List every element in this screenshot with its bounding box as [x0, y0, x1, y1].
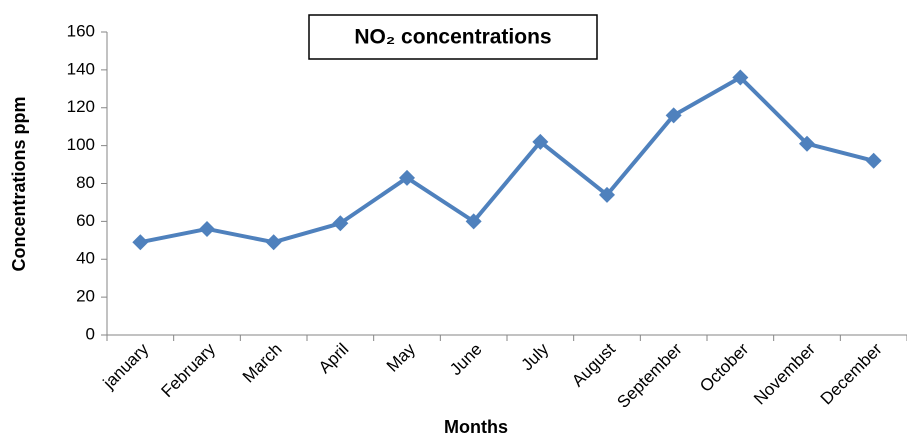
marker	[332, 215, 349, 232]
y-tick-label: 20	[76, 287, 95, 306]
marker	[199, 220, 215, 237]
marker	[599, 186, 615, 203]
marker	[532, 133, 549, 150]
chart-title: NO₂ concentrations	[354, 26, 551, 49]
x-tick-label: january	[99, 339, 153, 393]
series-line	[139, 75, 875, 245]
x-tick-label: March	[239, 340, 286, 387]
title-box	[308, 14, 598, 60]
y-tick-label: 80	[76, 173, 95, 192]
y-tick-label: 40	[76, 249, 95, 268]
x-tick-label: July	[518, 339, 553, 374]
x-tick-label: May	[383, 339, 419, 375]
marker	[265, 234, 282, 251]
x-tick-label: August	[568, 339, 619, 390]
x-axis-label: Months	[444, 417, 508, 437]
marker	[799, 135, 815, 152]
marker	[132, 234, 149, 251]
y-tick-label: 0	[86, 324, 95, 343]
marker	[665, 107, 682, 124]
marker	[465, 213, 482, 230]
y-tick-label: 100	[67, 135, 95, 154]
x-tick-label: September	[613, 339, 685, 411]
marker	[865, 152, 882, 169]
y-tick-label: 120	[67, 97, 95, 116]
marker	[732, 69, 749, 86]
x-tick-label: October	[696, 339, 752, 395]
y-tick-label: 60	[76, 211, 95, 230]
x-tick-label: December	[817, 339, 886, 408]
x-tick-label: November	[750, 339, 819, 408]
x-tick-label: February	[157, 339, 219, 401]
y-axis-label: Concentrations ppm	[9, 96, 29, 271]
y-tick-label: 140	[67, 59, 95, 78]
x-tick-label: June	[446, 340, 486, 380]
marker	[399, 169, 415, 186]
y-tick-label: 160	[67, 21, 95, 40]
x-tick-label: April	[315, 340, 352, 377]
